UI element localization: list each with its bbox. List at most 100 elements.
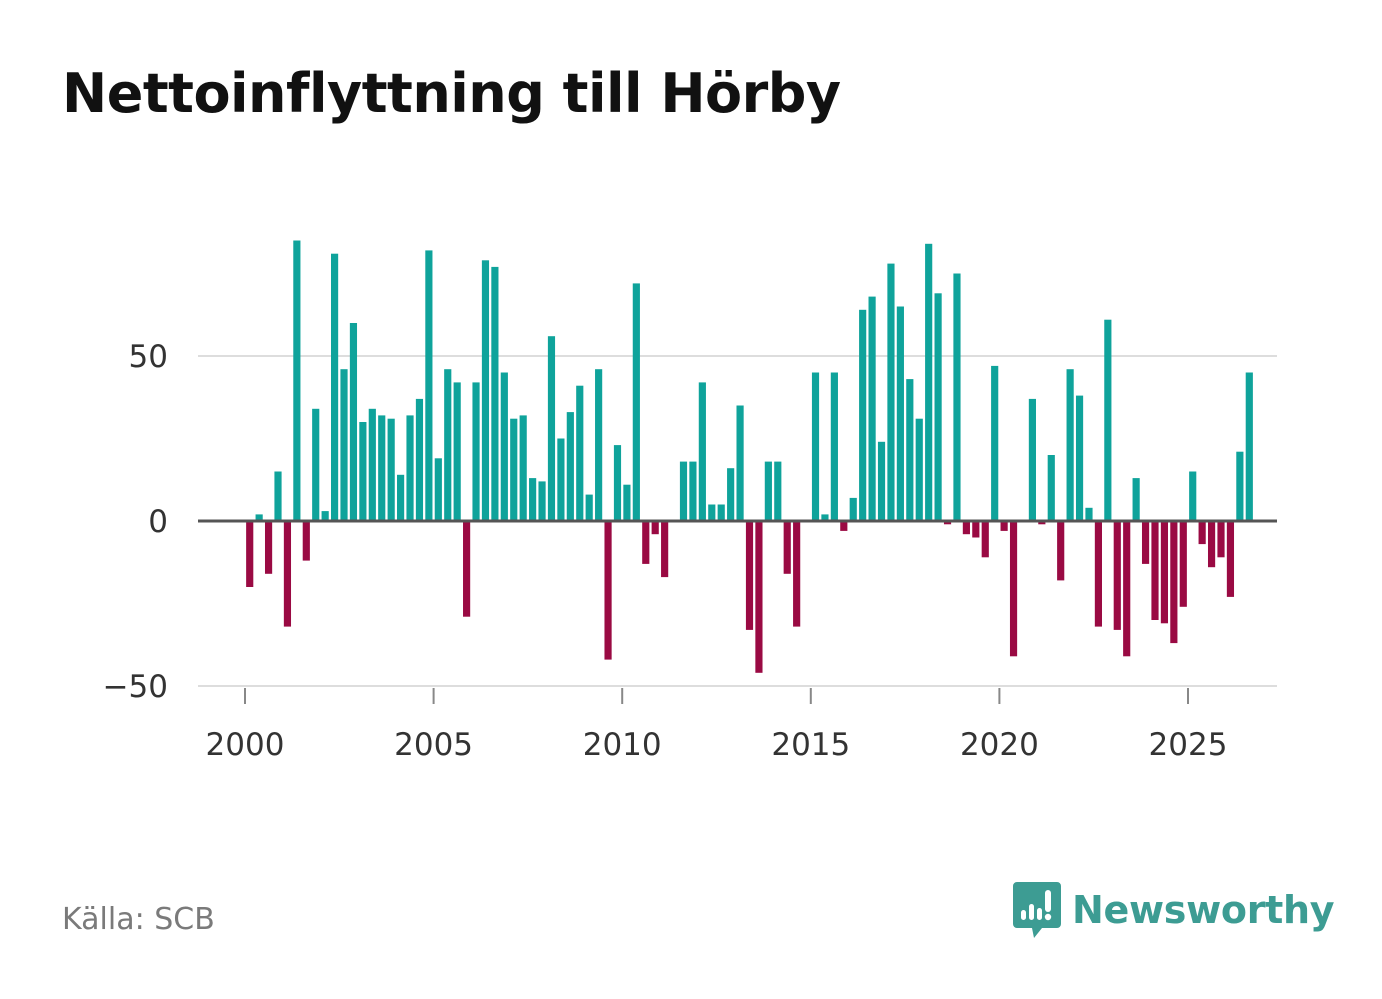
bar <box>661 521 669 578</box>
x-tick-label: 2015 <box>771 727 850 763</box>
bar <box>1236 451 1244 521</box>
bar <box>840 521 848 531</box>
bar <box>1160 521 1169 624</box>
bar <box>906 379 914 521</box>
bar <box>849 497 857 521</box>
bar <box>302 521 310 561</box>
bar <box>623 484 631 521</box>
bar <box>595 369 603 521</box>
bar <box>1047 455 1055 521</box>
bar <box>1028 398 1036 521</box>
x-axis: 2000 2005 2010 2015 2020 2025 <box>206 688 1228 763</box>
bar <box>991 365 999 521</box>
bar <box>283 521 292 627</box>
x-tick-label: 2005 <box>394 727 473 763</box>
bar <box>1198 521 1206 545</box>
bar <box>689 461 697 521</box>
bar <box>811 372 820 521</box>
x-tick-label: 2020 <box>960 727 1039 763</box>
bar <box>1075 395 1084 521</box>
x-tick-label: 2000 <box>206 727 285 763</box>
bar <box>331 253 339 521</box>
bar <box>1038 521 1046 525</box>
bar <box>576 385 584 521</box>
bar <box>1009 521 1018 657</box>
x-tick-label: 2010 <box>583 727 662 763</box>
bar <box>925 243 933 522</box>
bar <box>821 514 829 521</box>
bar <box>859 309 867 521</box>
chart-title: Nettoinflyttning till Hörby <box>62 62 841 125</box>
bar <box>1179 521 1187 607</box>
bar <box>651 521 659 535</box>
bar <box>246 521 254 587</box>
bar <box>368 408 376 521</box>
y-axis-labels: −50 0 50 <box>103 339 168 705</box>
bar <box>547 336 556 521</box>
bar <box>1132 478 1140 521</box>
bar <box>453 382 461 521</box>
bar <box>736 405 744 521</box>
bar <box>566 412 574 521</box>
bar <box>349 323 358 521</box>
bar <box>830 372 838 521</box>
bar <box>972 521 980 538</box>
bar <box>529 478 537 521</box>
bar <box>1226 521 1235 597</box>
bar <box>312 408 320 521</box>
bar <box>793 521 801 627</box>
y-tick-label: −50 <box>103 669 168 705</box>
bar <box>868 296 876 521</box>
x-tick-label: 2025 <box>1149 727 1228 763</box>
bar <box>500 372 508 521</box>
bar <box>783 521 791 574</box>
bar <box>397 474 405 521</box>
bar <box>1094 521 1102 627</box>
bar <box>1113 521 1121 630</box>
bar <box>1207 521 1216 568</box>
bar <box>1066 369 1074 521</box>
bar <box>962 521 970 535</box>
bar <box>745 521 754 630</box>
bar <box>642 521 650 564</box>
bar <box>1151 521 1159 620</box>
bar <box>293 240 301 521</box>
bar <box>632 283 640 521</box>
bar <box>887 263 895 521</box>
y-tick-label: 0 <box>148 504 168 540</box>
bar <box>1085 507 1093 521</box>
bar <box>510 418 518 521</box>
bar <box>1123 521 1131 657</box>
bar <box>538 481 546 521</box>
bar <box>557 438 565 521</box>
bar <box>981 521 989 558</box>
bar <box>255 514 263 521</box>
bar <box>321 511 329 521</box>
bar <box>943 521 952 525</box>
brand-name: Newsworthy <box>1072 888 1335 932</box>
bar <box>764 461 772 521</box>
bar <box>1057 521 1065 581</box>
bar <box>491 266 499 521</box>
bar <box>406 415 414 521</box>
bar <box>727 468 735 521</box>
bar <box>915 418 923 521</box>
bar <box>877 441 886 521</box>
bar <box>1000 521 1008 531</box>
bar <box>340 369 348 521</box>
bar <box>613 445 622 521</box>
bar <box>1189 471 1197 521</box>
brand-logo: Newsworthy <box>1012 880 1335 940</box>
bar <box>717 504 725 521</box>
bar <box>359 422 367 521</box>
bar <box>679 461 688 521</box>
bar <box>1245 372 1253 521</box>
bar <box>519 415 527 521</box>
bar <box>934 293 942 521</box>
bar <box>415 398 424 521</box>
bar <box>1141 521 1150 564</box>
bar <box>1170 521 1178 644</box>
bar <box>755 521 763 673</box>
bar <box>387 418 395 521</box>
bar <box>604 521 612 660</box>
